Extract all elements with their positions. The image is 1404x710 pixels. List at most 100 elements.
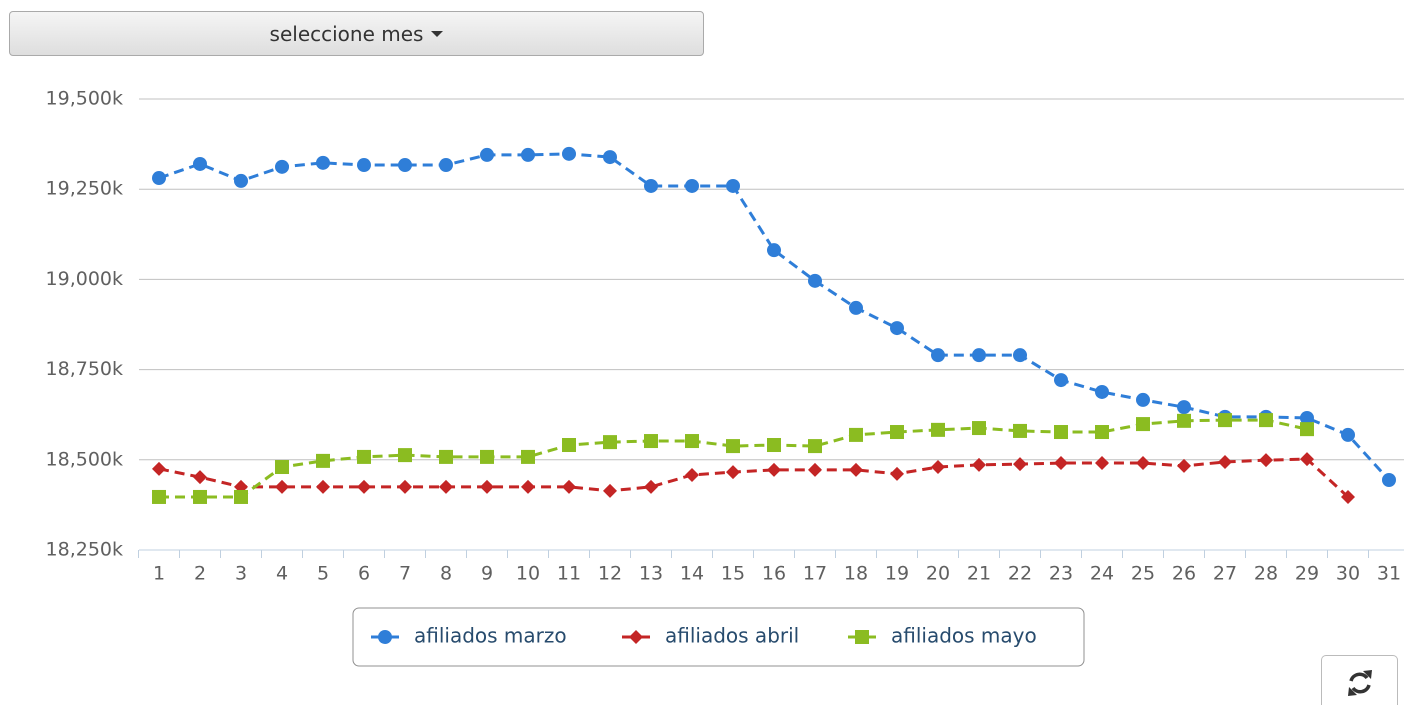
x-tick-label: 3 bbox=[235, 563, 247, 585]
x-tick-label: 26 bbox=[1172, 563, 1196, 585]
x-tick-label: 10 bbox=[516, 563, 540, 585]
data-point bbox=[357, 158, 371, 173]
data-point bbox=[398, 479, 412, 494]
data-point bbox=[849, 300, 863, 315]
x-tick-label: 31 bbox=[1377, 563, 1401, 585]
series-line bbox=[159, 418, 1308, 499]
x-tick-label: 9 bbox=[481, 563, 493, 585]
data-point bbox=[1054, 456, 1068, 471]
data-point bbox=[152, 171, 166, 186]
series-line bbox=[158, 152, 1391, 482]
x-tick-label: 12 bbox=[598, 563, 622, 585]
x-tick-label: 22 bbox=[1008, 563, 1032, 585]
data-point bbox=[931, 460, 945, 475]
data-point bbox=[808, 273, 822, 288]
data-point bbox=[521, 479, 535, 494]
data-point bbox=[152, 489, 166, 504]
data-point bbox=[931, 422, 945, 437]
data-point bbox=[1095, 384, 1109, 399]
data-point bbox=[1177, 400, 1191, 415]
data-point bbox=[849, 427, 863, 442]
data-point bbox=[685, 178, 699, 193]
data-point bbox=[644, 479, 658, 494]
data-point bbox=[1136, 417, 1150, 432]
x-tick-label: 16 bbox=[762, 563, 786, 585]
x-tick-label: 1 bbox=[153, 563, 165, 585]
data-point bbox=[972, 348, 986, 363]
data-point bbox=[603, 150, 617, 165]
data-point bbox=[234, 173, 248, 188]
data-point bbox=[972, 457, 986, 472]
data-point bbox=[1013, 348, 1027, 363]
data-point bbox=[767, 243, 781, 258]
data-point bbox=[1300, 452, 1314, 467]
data-point bbox=[1341, 427, 1355, 442]
legend-marker bbox=[629, 630, 643, 644]
series-line bbox=[158, 457, 1350, 499]
x-tick-label: 25 bbox=[1131, 563, 1155, 585]
x-tick-label: 20 bbox=[926, 563, 950, 585]
data-point bbox=[1177, 458, 1191, 473]
data-point bbox=[1300, 410, 1314, 425]
data-point bbox=[1259, 453, 1273, 468]
data-point bbox=[1013, 423, 1027, 438]
data-point bbox=[1095, 456, 1109, 471]
data-point bbox=[1054, 425, 1068, 440]
data-point bbox=[562, 438, 576, 453]
x-tick-label: 6 bbox=[358, 563, 370, 585]
data-point bbox=[1095, 425, 1109, 440]
data-point bbox=[808, 439, 822, 454]
data-point bbox=[890, 466, 904, 481]
y-tick-label: 18,750k bbox=[46, 358, 123, 380]
data-point bbox=[603, 435, 617, 450]
x-tick-label: 28 bbox=[1254, 563, 1278, 585]
data-point bbox=[1218, 454, 1232, 469]
data-point bbox=[439, 479, 453, 494]
data-point bbox=[439, 158, 453, 173]
data-point bbox=[316, 453, 330, 468]
data-point bbox=[439, 449, 453, 464]
data-point bbox=[480, 479, 494, 494]
data-point bbox=[1218, 413, 1232, 428]
data-point bbox=[808, 462, 822, 477]
data-point bbox=[767, 462, 781, 477]
x-tick-label: 17 bbox=[803, 563, 827, 585]
x-tick-label: 29 bbox=[1295, 563, 1319, 585]
x-tick-label: 21 bbox=[967, 563, 991, 585]
data-point bbox=[562, 146, 576, 161]
data-point bbox=[480, 147, 494, 162]
y-tick-label: 19,250k bbox=[46, 178, 123, 200]
data-point bbox=[275, 159, 289, 174]
legend-marker bbox=[855, 630, 869, 644]
x-tick-label: 30 bbox=[1336, 563, 1360, 585]
x-tick-label: 2 bbox=[194, 563, 206, 585]
month-select-button[interactable]: seleccione mes bbox=[9, 11, 704, 56]
legend-label: afiliados abril bbox=[665, 624, 799, 648]
data-point bbox=[890, 321, 904, 336]
data-point bbox=[152, 461, 166, 476]
x-tick-label: 4 bbox=[276, 563, 288, 585]
data-point bbox=[685, 467, 699, 482]
data-point bbox=[398, 448, 412, 463]
button-label: seleccione mes bbox=[269, 21, 424, 46]
data-point bbox=[1136, 392, 1150, 407]
data-point bbox=[398, 158, 412, 173]
x-tick-label: 19 bbox=[885, 563, 909, 585]
x-tick-label: 27 bbox=[1213, 563, 1237, 585]
data-point bbox=[644, 178, 658, 193]
data-point bbox=[644, 434, 658, 449]
x-tick-label: 23 bbox=[1049, 563, 1073, 585]
data-point bbox=[521, 147, 535, 162]
data-point bbox=[726, 465, 740, 480]
data-point bbox=[193, 156, 207, 171]
data-point bbox=[726, 439, 740, 454]
data-point bbox=[1341, 489, 1355, 504]
data-point bbox=[1177, 413, 1191, 428]
caret bbox=[431, 30, 444, 37]
refresh-button[interactable] bbox=[1321, 655, 1398, 705]
data-point bbox=[275, 479, 289, 494]
y-tick-label: 19,000k bbox=[46, 268, 123, 290]
data-point bbox=[603, 483, 617, 498]
